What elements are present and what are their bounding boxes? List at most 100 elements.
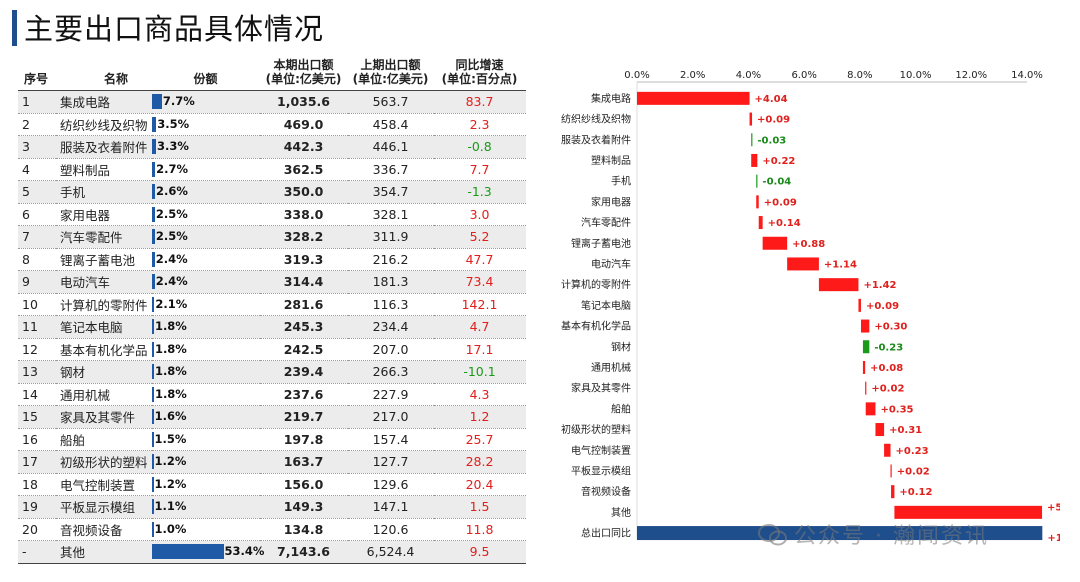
value-label: +5.30 [1047,502,1060,513]
category-label: 手机 [611,175,631,188]
category-label: 塑料制品 [591,154,631,167]
category-label: 家具及其零件 [571,382,631,395]
cell-prev: 563.7 [347,90,434,113]
cell-prev: 354.7 [347,180,434,203]
cell-share: 1.5% [151,427,260,451]
waterfall-bar [637,526,1043,541]
export-table: 序号 名称 份额 本期出口额 (单位:亿美元) 上期出口额 (单位:亿美元) 同比增… [18,58,526,564]
waterfall-bar [818,278,859,292]
wechat-icon [758,524,787,546]
share-bar [151,94,162,109]
share-bar [151,499,154,514]
header-name: 名称 [104,72,129,86]
waterfall-bar [862,360,866,374]
cell-yoy: 25.7 [433,427,526,451]
share-label: 1.8% [154,386,187,401]
share-label: 2.4% [155,274,188,288]
cell-yoy: 83.7 [433,90,526,113]
category-label: 船舶 [611,402,631,415]
waterfall-bar [758,216,763,230]
cell-idx: 2 [18,112,56,136]
share-bar [151,409,154,424]
cell-prev: 328.1 [347,202,434,226]
cell-current: 319.3 [259,247,348,271]
share-bar [151,319,154,334]
table-row: 11 笔记本电脑 1.8% 245.3 234.4 4.7 [18,315,526,338]
cell-current: 362.5 [259,157,348,181]
cell-idx: 16 [18,427,56,451]
cell-idx: 6 [18,202,56,226]
header-current-l1: 本期出口额 [273,58,334,72]
table-row: 16 船舶 1.5% 197.8 157.4 25.7 [18,427,526,451]
table-row: 18 电气控制装置 1.2% 156.0 129.6 20.4 [18,472,526,496]
cell-prev: 116.3 [347,292,434,316]
cell-current: 163.7 [259,450,348,473]
category-label: 集成电路 [591,92,631,105]
cell-prev: 127.7 [347,450,434,473]
header-prev: 上期出口额 (单位:亿美元) [348,58,434,91]
cell-name: 通用机械 [56,382,152,406]
cell-share: 3.3% [151,135,260,158]
waterfall-chart: 0.0% 2.0% 4.0% 6.0% 8.0% 10.0% 12.0% 14.0% 集成电路 +… [561,70,1060,544]
cell-current: 245.3 [259,315,348,338]
title-accent-bar [12,10,17,46]
cell-prev: 217.0 [347,405,434,428]
category-label: 电动汽车 [591,257,631,270]
cell-name: 基本有机化学品 [56,337,152,361]
cell-share: 1.8% [151,315,260,338]
category-label: 纺织纱线及织物 [561,113,631,126]
cell-name: 家具及其零件 [56,405,152,428]
table-row: 13 钢材 1.8% 239.4 266.3 -10.1 [18,360,526,383]
header-yoy: 同比增速 (单位:百分点) [434,58,526,91]
cell-idx: 8 [18,247,56,271]
cell-idx: 18 [18,472,56,496]
cell-current: 197.8 [259,427,348,451]
cell-share: 2.7% [151,157,260,181]
cell-prev: 266.3 [347,360,434,383]
share-label: 2.5% [155,206,188,221]
waterfall-bar [751,133,753,147]
share-label: 1.0% [154,521,187,536]
table-row: 3 服装及衣着附件 3.3% 442.3 446.1 -0.8 [18,135,526,158]
cell-current: 7,143.6 [259,540,348,564]
cell-name: 塑料制品 [56,157,152,181]
cell-yoy: 47.7 [433,247,526,271]
table-row: 10 计算机的零附件 2.1% 281.6 116.3 142.1 [18,292,526,316]
value-label: +0.30 [874,322,907,333]
category-label: 钢材 [611,340,631,353]
cell-yoy: 5.2 [433,225,526,248]
cell-prev: 120.6 [347,517,434,541]
category-label: 计算机的零附件 [561,278,631,291]
value-label: +0.23 [896,446,929,457]
cell-share: 2.6% [151,180,260,203]
value-label: +14.55 [1047,533,1060,544]
header-idx: 序号 [24,72,49,86]
value-label: -0.03 [757,135,786,146]
cell-name: 手机 [56,180,152,203]
cell-yoy: 9.5 [433,540,526,564]
cell-idx: 4 [18,157,56,181]
cell-idx: 20 [18,517,56,541]
share-label: 2.6% [156,184,188,198]
share-label: 1.6% [154,409,187,423]
cell-idx: - [18,540,56,564]
value-label: +0.14 [768,218,801,229]
header-yoy-l2: (单位:百分点) [441,72,518,86]
share-bar [151,521,154,537]
cell-current: 242.5 [259,337,348,361]
cell-share: 1.2% [151,450,260,473]
cell-name: 纺织纱线及织物 [56,112,152,136]
cell-idx: 9 [18,270,56,293]
table-row: 15 家具及其零件 1.6% 219.7 217.0 1.2 [18,405,526,428]
cell-share: 1.6% [151,405,260,428]
waterfall-bar [749,112,753,126]
share-bar [151,184,156,199]
value-label: +0.08 [870,363,903,374]
cell-prev: 147.1 [347,495,434,518]
cell-current: 281.6 [259,292,348,316]
waterfall-bar [860,319,870,333]
cell-current: 314.4 [259,270,348,293]
header-current: 本期出口额 (单位:亿美元) [260,58,348,91]
share-label: 53.4% [224,544,265,558]
cell-current: 442.3 [259,135,348,158]
